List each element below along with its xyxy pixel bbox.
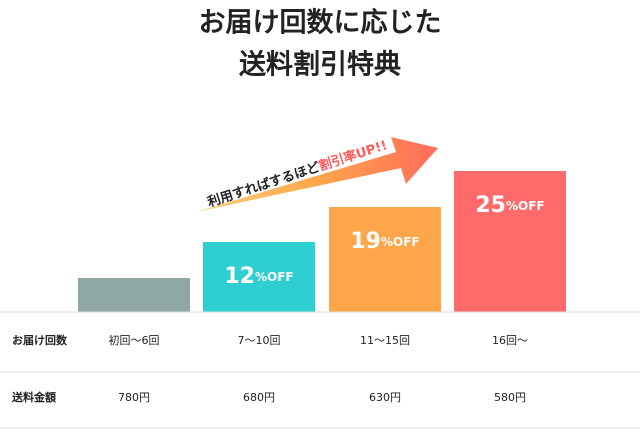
- table-cell: 580円: [494, 391, 526, 404]
- bar-label: 12%OFF: [224, 264, 293, 289]
- bar: [203, 242, 315, 312]
- table-cell: 630円: [369, 391, 401, 404]
- table-cell: 780円: [118, 391, 150, 404]
- bar: [329, 207, 441, 312]
- bar: [78, 278, 190, 312]
- table-cell: 16回〜: [492, 334, 528, 347]
- discount-unit: %OFF: [255, 270, 294, 284]
- bar: [454, 171, 566, 312]
- discount-unit: %OFF: [506, 199, 545, 213]
- table-cell: 初回〜6回: [109, 333, 160, 347]
- arrow: [196, 137, 438, 212]
- title-line: 送料割引特典: [239, 49, 401, 81]
- row-header: 送料金額: [11, 390, 56, 404]
- title-line: お届け回数に応じた: [199, 7, 442, 39]
- discount-number: 12: [224, 264, 255, 289]
- table-cell: 680円: [243, 391, 275, 404]
- table-cell: 11〜15回: [360, 334, 410, 347]
- discount-number: 19: [350, 229, 381, 254]
- row-header: お届け回数: [12, 333, 68, 347]
- bar-label: 19%OFF: [350, 229, 419, 254]
- discount-unit: %OFF: [381, 235, 420, 249]
- table: お届け回数 初回〜6回 7〜10回 11〜15回 16回〜送料金額 780円 680円 630…: [11, 333, 528, 404]
- discount-number: 25: [475, 193, 506, 218]
- bar-label: 25%OFF: [475, 193, 544, 218]
- table-cell: 7〜10回: [238, 334, 281, 347]
